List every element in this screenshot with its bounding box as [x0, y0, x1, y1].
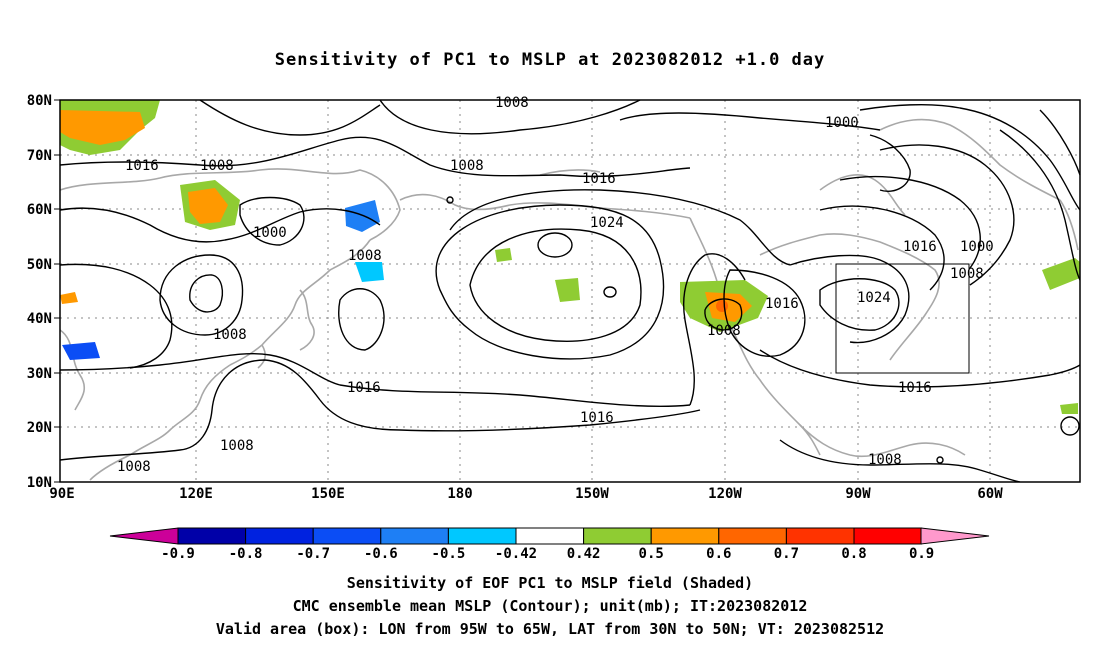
colorbar-cell [515, 527, 585, 545]
lon-label: 90E [49, 486, 74, 502]
lon-axis: 90E 120E 150E 180 150W 120W 90W 60W [49, 486, 1003, 502]
shade-patch [495, 248, 512, 262]
lat-label: 30N [27, 366, 52, 382]
contour-label: 1016 [347, 380, 381, 396]
colorbar-cell [785, 527, 855, 545]
lon-label: 150E [311, 486, 345, 502]
colorbar-cell [177, 527, 247, 545]
contour-label: 1008 [213, 327, 247, 343]
caption-line-1: Sensitivity of EOF PC1 to MSLP field (Sh… [346, 574, 754, 592]
colorbar: -0.9 -0.8 -0.7 -0.6 -0.5 -0.42 0.42 0.5 0.6 0.7 0.… [109, 527, 990, 562]
shade-patch [60, 292, 78, 304]
contour-label: 1016 [903, 239, 937, 255]
contour-label: 1008 [950, 266, 984, 282]
colorbar-cell [447, 527, 517, 545]
lat-label: 70N [27, 148, 52, 164]
coastlines [59, 118, 1079, 481]
colorbar-label: -0.8 [229, 546, 263, 562]
colorbar-cell [312, 527, 382, 545]
lat-label: 10N [27, 475, 52, 491]
shade-patch [60, 110, 145, 145]
contour-label: 1000 [960, 239, 994, 255]
colorbar-label: -0.9 [161, 546, 195, 562]
colorbar-cell [583, 527, 652, 545]
lat-label: 40N [27, 311, 52, 327]
lon-label: 120W [708, 486, 742, 502]
colorbar-cell [853, 527, 923, 545]
contour-label: 1016 [582, 171, 616, 187]
contour-labels: 1008 1000 1016 1008 1008 1016 1024 1000 … [117, 95, 994, 475]
colorbar-label: 0.42 [567, 546, 601, 562]
sensitivity-shading [60, 100, 1080, 414]
contour-label: 1008 [348, 248, 382, 264]
contour-label: 1008 [117, 459, 151, 475]
contour-label: 1016 [898, 380, 932, 396]
map-border [59, 99, 1081, 483]
colorbar-high-triangle [920, 527, 990, 545]
map-title: Sensitivity of PC1 to MSLP at 2023082012… [274, 50, 826, 70]
contour-label: 1024 [857, 290, 891, 306]
colorbar-label: -0.6 [364, 546, 398, 562]
colorbar-label: 0.5 [639, 546, 664, 562]
contour-label: 1008 [495, 95, 529, 111]
lon-label: 90W [845, 486, 871, 502]
shade-patch [555, 278, 580, 302]
contour-label: 1016 [765, 296, 799, 312]
lat-label: 50N [27, 257, 52, 273]
lat-label: 60N [27, 202, 52, 218]
contour-label: 1000 [825, 115, 859, 131]
lon-label: 180 [447, 486, 472, 502]
colorbar-cell [650, 527, 720, 545]
valid-area-box [835, 263, 970, 374]
lat-label: 80N [27, 93, 52, 109]
contour-label: 1008 [707, 323, 741, 339]
contour-label: 1008 [450, 158, 484, 174]
contour-label: 1008 [868, 452, 902, 468]
lat-axis: 80N 70N 60N 50N 40N 30N 20N 10N [27, 93, 52, 491]
lat-ticks [54, 99, 60, 483]
lon-label: 120E [179, 486, 213, 502]
colorbar-label: -0.5 [432, 546, 466, 562]
contour-label: 1024 [590, 215, 624, 231]
contour-label: 1008 [220, 438, 254, 454]
shade-patch [716, 300, 728, 312]
shade-patch [62, 342, 100, 360]
colorbar-label: 0.6 [706, 546, 731, 562]
colorbar-cell [718, 527, 787, 545]
isobar-contours [59, 99, 1081, 483]
contour-label: 1016 [125, 158, 159, 174]
contour-label: 1008 [200, 158, 234, 174]
shade-patch [188, 188, 228, 224]
contour-label: 1016 [580, 410, 614, 426]
caption-line-3: Valid area (box): LON from 95W to 65W, L… [215, 620, 885, 638]
shade-patch [355, 262, 384, 282]
lat-label: 20N [27, 420, 52, 436]
caption-line-2: CMC ensemble mean MSLP (Contour); unit(m… [292, 597, 808, 615]
colorbar-cell [245, 527, 314, 545]
lon-label: 150W [575, 486, 609, 502]
colorbar-label: -0.7 [296, 546, 330, 562]
shade-patch [1060, 403, 1078, 414]
shade-patch [1042, 258, 1080, 290]
colorbar-low-triangle [109, 527, 179, 545]
colorbar-label: 0.7 [774, 546, 799, 562]
colorbar-cell [380, 527, 449, 545]
colorbar-label: 0.9 [909, 546, 934, 562]
colorbar-label: -0.42 [495, 546, 537, 562]
lon-label: 60W [977, 486, 1003, 502]
contour-label: 1000 [253, 225, 287, 241]
colorbar-label: 0.8 [841, 546, 866, 562]
